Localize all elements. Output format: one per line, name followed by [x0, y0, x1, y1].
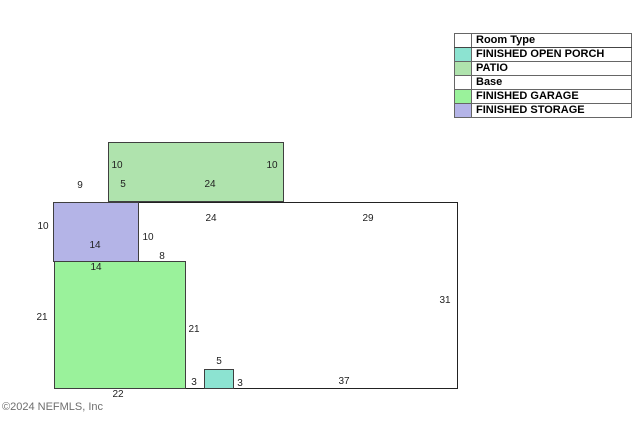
legend-label-finished-storage: FINISHED STORAGE [471, 103, 632, 118]
dim-base-top-left: 24 [205, 213, 217, 224]
dim-base-bottom: 37 [338, 376, 350, 387]
dim-garage-height-left: 21 [36, 312, 48, 323]
legend-label-finished-open-porch: FINISHED OPEN PORCH [471, 47, 632, 62]
legend-swatch-base [454, 75, 472, 90]
dim-patio-width: 24 [204, 179, 216, 190]
legend-label-finished-garage: FINISHED GARAGE [471, 89, 632, 104]
legend-row-finished-open-porch: FINISHED OPEN PORCH [454, 47, 632, 62]
dim-storage-width: 14 [89, 240, 101, 251]
room-base [138, 202, 458, 389]
legend-header-label: Room Type [471, 33, 632, 48]
legend-row-patio: PATIO [454, 61, 632, 76]
room-patio [108, 142, 284, 202]
legend-header-swatch [454, 33, 472, 48]
dim-patio-offset: 5 [120, 179, 126, 190]
dim-porch-width: 5 [216, 356, 222, 367]
room-type-legend: Room Type FINISHED OPEN PORCH PATIO Base… [454, 33, 632, 118]
legend-row-finished-storage: FINISHED STORAGE [454, 103, 632, 118]
dim-storage-height-right: 10 [142, 232, 154, 243]
legend-swatch-finished-garage [454, 89, 472, 104]
dim-garage-top-offset: 8 [159, 251, 165, 262]
room-finished-open-porch [204, 369, 234, 389]
legend-swatch-finished-storage [454, 103, 472, 118]
dim-storage-top-offset: 9 [77, 180, 83, 191]
dim-porch-gap-left: 3 [191, 377, 197, 388]
legend-header-row: Room Type [454, 33, 632, 48]
legend-label-base: Base [471, 75, 632, 90]
dim-porch-height-right: 3 [237, 378, 243, 389]
room-finished-storage [53, 202, 139, 262]
legend-swatch-finished-open-porch [454, 47, 472, 62]
legend-label-patio: PATIO [471, 61, 632, 76]
room-finished-garage [54, 261, 186, 389]
dim-patio-height-right: 10 [266, 160, 278, 171]
dim-garage-height-right: 21 [188, 324, 200, 335]
dim-patio-height-left: 10 [111, 160, 123, 171]
legend-row-base: Base [454, 75, 632, 90]
legend-swatch-patio [454, 61, 472, 76]
dim-base-top-right: 29 [362, 213, 374, 224]
dim-garage-top-width: 14 [90, 262, 102, 273]
copyright-watermark: ©2024 NEFMLS, Inc [2, 401, 104, 413]
dim-storage-height-left: 10 [37, 221, 49, 232]
legend-row-finished-garage: FINISHED GARAGE [454, 89, 632, 104]
dim-garage-width: 22 [112, 389, 124, 400]
dim-base-height-right: 31 [439, 295, 451, 306]
